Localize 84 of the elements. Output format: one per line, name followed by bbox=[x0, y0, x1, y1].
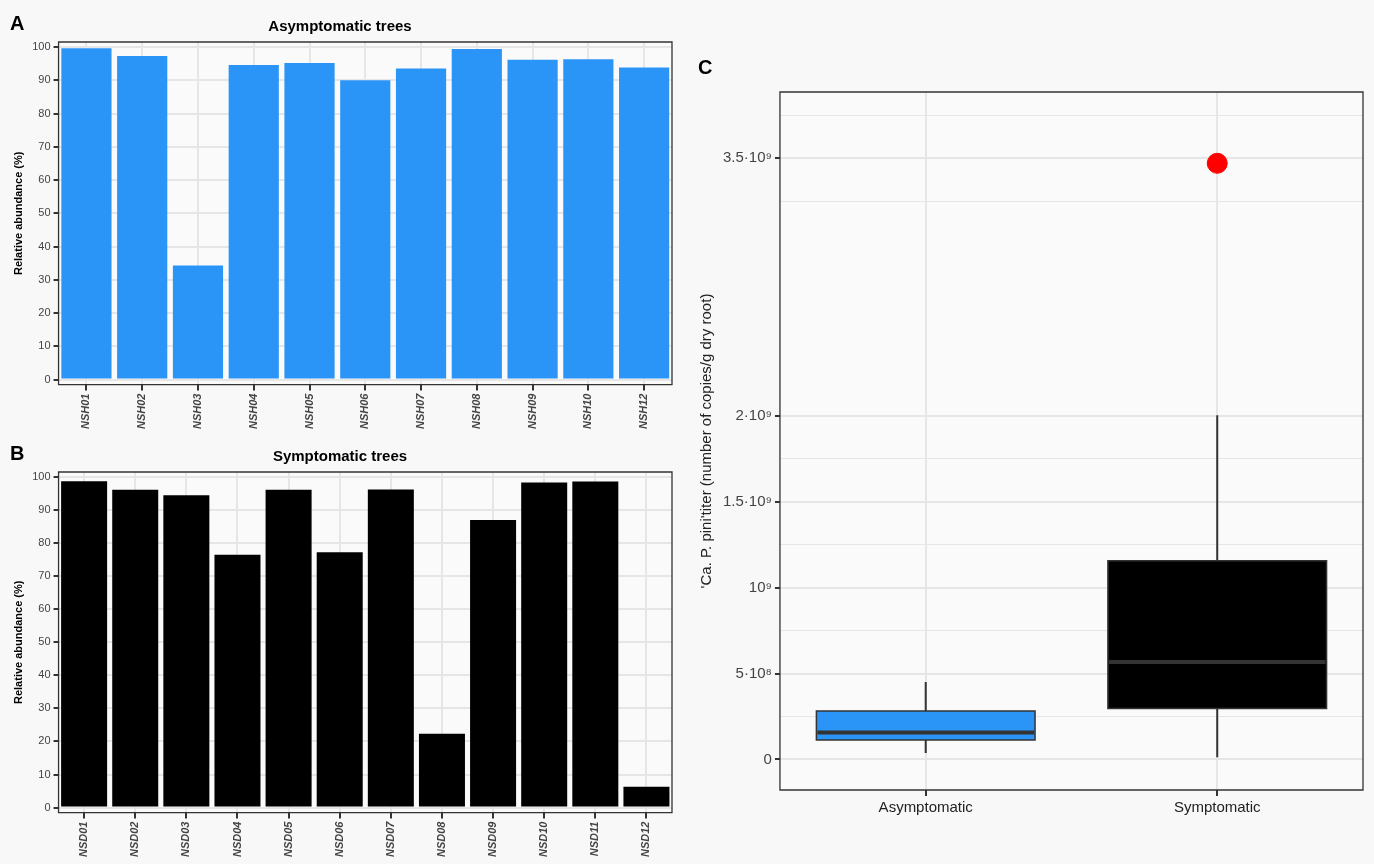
bar bbox=[572, 481, 619, 807]
y-axis-title: Relative abundance (%) bbox=[11, 580, 24, 705]
x-tick-label: NSH06 bbox=[358, 392, 371, 430]
y-tick-label: 10⁹ bbox=[748, 577, 772, 595]
x-tick-label: NSH10 bbox=[581, 392, 594, 430]
x-tick-label: NSD06 bbox=[332, 820, 345, 858]
x-tick-label: NSD01 bbox=[77, 821, 90, 858]
y-tick-label: 1.5·10⁹ bbox=[722, 491, 772, 509]
x-tick-label: NSH08 bbox=[469, 392, 482, 430]
x-tick-label: NSD05 bbox=[281, 820, 294, 858]
y-tick-label: 40 bbox=[38, 239, 51, 252]
x-tick-label: NSH02 bbox=[135, 393, 148, 430]
x-tick-label: Symptomatic bbox=[1173, 798, 1262, 816]
bar bbox=[451, 48, 502, 379]
bar bbox=[61, 481, 108, 807]
y-tick-label: 0 bbox=[763, 749, 772, 767]
y-tick-label: 2·10⁹ bbox=[735, 405, 772, 423]
bar bbox=[172, 265, 224, 379]
bar bbox=[619, 67, 670, 379]
bar bbox=[316, 552, 363, 807]
x-tick-label: NSD02 bbox=[128, 821, 141, 858]
bar bbox=[214, 554, 261, 807]
text: A bbox=[10, 11, 25, 34]
y-tick-label: 10 bbox=[38, 339, 51, 352]
bar bbox=[418, 733, 465, 807]
y-tick-label: 40 bbox=[38, 668, 51, 681]
text: B bbox=[10, 441, 25, 464]
x-tick-label: NSH12 bbox=[637, 393, 650, 430]
text: C bbox=[698, 55, 713, 78]
bar bbox=[470, 519, 517, 807]
x-tick-label: NSH09 bbox=[525, 392, 538, 430]
y-axis-title: 'Ca. P. pini'titer (number of copies/g dry root) bbox=[697, 293, 715, 589]
bar bbox=[163, 495, 210, 807]
y-tick-label: 60 bbox=[38, 602, 51, 615]
y-tick-label: 30 bbox=[38, 701, 51, 714]
bar bbox=[284, 62, 335, 379]
bar bbox=[265, 489, 312, 807]
x-tick-label: NSD08 bbox=[434, 820, 447, 858]
x-tick-label: NSD09 bbox=[486, 820, 499, 858]
chart-title: Asymptomatic trees bbox=[268, 17, 412, 35]
y-tick-label: 0 bbox=[44, 800, 51, 813]
y-tick-label: 70 bbox=[38, 139, 51, 152]
y-tick-label: 0 bbox=[44, 372, 51, 385]
y-tick-label: 50 bbox=[38, 206, 51, 219]
bar bbox=[395, 68, 447, 379]
y-tick-label: 20 bbox=[38, 734, 51, 747]
bar bbox=[563, 59, 614, 379]
x-tick-label: NSH07 bbox=[414, 392, 427, 430]
y-tick-label: 20 bbox=[38, 306, 51, 319]
y-tick-label: 5·10⁸ bbox=[735, 663, 772, 681]
y-tick-label: 80 bbox=[38, 536, 51, 549]
x-tick-label: NSD11 bbox=[588, 821, 601, 857]
bar bbox=[117, 55, 168, 379]
y-tick-label: 100 bbox=[32, 40, 51, 53]
chart-title: Symptomatic trees bbox=[272, 447, 408, 465]
x-tick-label: NSD10 bbox=[537, 820, 550, 858]
bar bbox=[623, 786, 670, 807]
bar bbox=[521, 482, 568, 807]
x-tick-label: Asymptomatic bbox=[878, 798, 974, 816]
x-tick-label: NSH04 bbox=[246, 393, 259, 430]
y-tick-label: 100 bbox=[32, 469, 51, 482]
bar bbox=[367, 489, 414, 807]
bar bbox=[228, 64, 279, 379]
y-tick-label: 90 bbox=[38, 503, 51, 516]
y-tick-label: 10 bbox=[38, 767, 51, 780]
bar bbox=[340, 80, 391, 379]
bar bbox=[112, 489, 159, 807]
bar bbox=[507, 59, 558, 379]
bar bbox=[61, 48, 112, 379]
x-tick-label: NSD07 bbox=[383, 820, 396, 858]
x-tick-label: NSH03 bbox=[191, 393, 203, 430]
y-tick-label: 60 bbox=[38, 173, 51, 186]
y-axis-title: Relative abundance (%) bbox=[11, 151, 24, 276]
x-tick-label: NSH05 bbox=[302, 392, 315, 430]
y-tick-label: 90 bbox=[38, 73, 51, 86]
x-tick-label: NSD04 bbox=[230, 821, 243, 858]
x-tick-label: NSD03 bbox=[179, 821, 192, 858]
y-tick-label: 70 bbox=[38, 569, 51, 582]
y-tick-label: 30 bbox=[38, 272, 51, 285]
y-tick-label: 80 bbox=[38, 106, 51, 119]
x-tick-label: NSD12 bbox=[639, 821, 652, 858]
y-tick-label: 3.5·10⁹ bbox=[722, 148, 772, 166]
y-tick-label: 50 bbox=[38, 635, 51, 648]
x-tick-label: NSH01 bbox=[79, 393, 92, 430]
